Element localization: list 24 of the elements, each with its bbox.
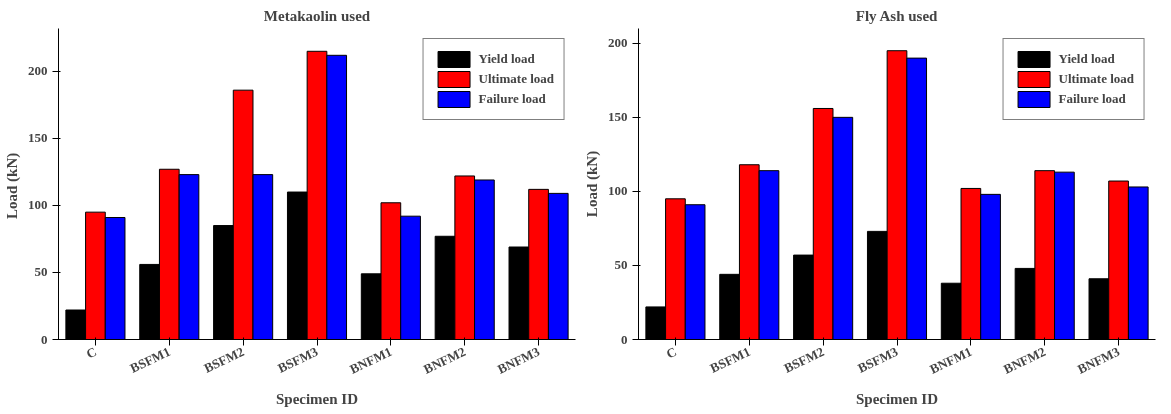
y-tick-label: 100 [28, 197, 48, 213]
legend-label: Ultimate load [478, 71, 554, 87]
y-axis-title: Load (kN) [4, 152, 21, 220]
legend-label: Failure load [478, 91, 546, 107]
y-tick-label: 200 [28, 63, 48, 79]
chart-title: Metakaolin used [263, 7, 371, 24]
y-tick-label: 50 [614, 257, 628, 273]
x-axis-title: Specimen ID [855, 391, 939, 408]
x-tick-label: C [83, 343, 99, 362]
y-tick-label: 150 [608, 109, 628, 125]
y-tick-label: 50 [34, 264, 48, 280]
legend-label: Yield load [1058, 51, 1115, 67]
legend-label: Ultimate load [1058, 71, 1134, 87]
x-tick-label: C [663, 343, 679, 362]
y-axis-title: Load (kN) [584, 150, 601, 218]
y-tick-label: 200 [608, 35, 628, 51]
y-tick-label: 100 [608, 183, 628, 199]
chart-title: Fly Ash used [855, 7, 939, 24]
legend-label: Yield load [478, 51, 535, 67]
y-tick-label: 150 [28, 130, 48, 146]
y-tick-label: 0 [621, 331, 628, 347]
legend-label: Failure load [1058, 91, 1126, 107]
y-tick-label: 0 [41, 331, 48, 347]
x-axis-title: Specimen ID [275, 391, 359, 408]
